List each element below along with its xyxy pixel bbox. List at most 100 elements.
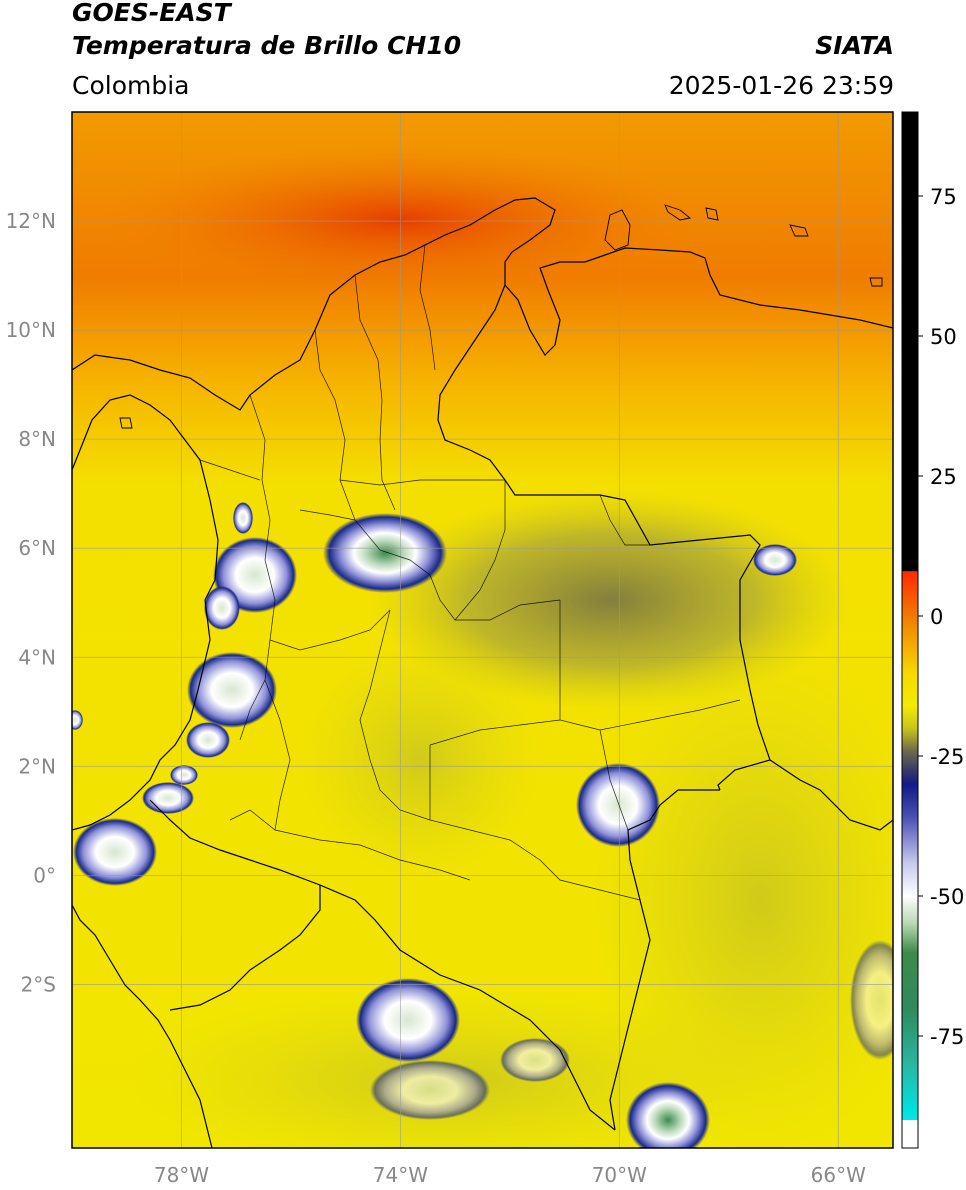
dept-border-13 — [359, 609, 431, 821]
satellite-title: GOES-EAST — [72, 0, 231, 27]
colorbar-tick-label: 75 — [930, 185, 957, 209]
island-2 — [664, 204, 692, 221]
colorbar: 75 50 25 0 -25 -50 -75 — [901, 111, 964, 1149]
dept-border-18 — [599, 494, 650, 546]
colombia-peru-ecuador-border — [149, 799, 616, 1131]
storm-cell-amazonas — [356, 978, 460, 1062]
storm-cell-ecuador — [73, 818, 157, 886]
colorbar-tick-label: -50 — [930, 885, 964, 909]
colombia-brazil-border — [609, 789, 720, 1131]
cool-region-central — [300, 640, 540, 880]
colorbar-segment — [902, 1008, 918, 1065]
lat-label: 0° — [33, 863, 56, 887]
colombia-venezuela-border — [437, 284, 771, 791]
dept-border-2 — [314, 329, 356, 521]
map-frame — [71, 111, 894, 1149]
map-area — [72, 112, 893, 1148]
colorbar-segment — [902, 1064, 918, 1110]
product-title: Temperatura de Brillo CH10 — [72, 31, 462, 60]
datetime-label: 2025-01-26 23:59 — [668, 71, 894, 100]
boundaries — [72, 197, 893, 1148]
dept-border-8 — [429, 719, 561, 746]
colorbar-segment — [902, 705, 918, 729]
storm-cell-coast — [142, 782, 194, 814]
ecuador-peru-coast — [72, 904, 213, 1148]
pacific-coastline — [72, 459, 219, 831]
dept-border-1 — [239, 394, 276, 741]
storm-band-east-edge — [850, 940, 893, 1060]
storm-cell-ocean — [72, 710, 83, 730]
dept-border-15 — [599, 729, 629, 831]
colorbar-segment — [902, 672, 918, 707]
storm-cell-venezuela — [753, 544, 797, 576]
colorbar-scale — [902, 112, 918, 1149]
department-borders — [199, 244, 741, 901]
colorbar-segment — [902, 952, 918, 1009]
island-4 — [789, 224, 809, 237]
colorbar-segment — [902, 750, 918, 768]
dept-border-3 — [354, 274, 396, 511]
dept-border-14 — [454, 480, 506, 621]
dept-border-10 — [269, 609, 391, 651]
lat-label: 8°N — [18, 427, 56, 451]
dept-border-5 — [339, 479, 505, 486]
colorbar-frame — [901, 111, 919, 1149]
island-3 — [705, 207, 719, 221]
colorbar-segment — [902, 767, 918, 785]
dept-border-12 — [229, 809, 471, 881]
dept-border-11 — [264, 679, 291, 831]
storm-cell-choco-small — [204, 586, 240, 630]
colorbar-segment — [902, 817, 918, 863]
storm-band-south-east — [500, 1038, 570, 1082]
colorbar-tick-label: 50 — [930, 325, 957, 349]
colorbar-tick-label: 25 — [930, 465, 957, 489]
colorbar-ticks: 75 50 25 0 -25 -50 -75 — [918, 185, 964, 1049]
colorbar-segment — [902, 728, 918, 751]
storm-cell-uraba — [233, 502, 253, 534]
panama-coast — [72, 394, 201, 471]
lon-label: 74°W — [373, 1163, 428, 1187]
colorbar-tick-label: -75 — [930, 1025, 964, 1049]
dept-border-17 — [199, 459, 261, 481]
lat-label: 4°N — [18, 645, 56, 669]
storm-cell-antioquia — [323, 513, 447, 593]
colorbar-segment — [902, 862, 918, 897]
colorbar-tick-label: -25 — [930, 745, 964, 769]
region-label: Colombia — [72, 71, 190, 100]
colorbar-tick-label: 0 — [930, 605, 943, 629]
venezuela-brazil-border — [769, 759, 893, 831]
island-5 — [869, 277, 883, 287]
agency-label: SIATA — [815, 31, 894, 60]
colorbar-segment — [902, 1120, 918, 1149]
colorbar-segment — [902, 112, 918, 572]
dept-border-6 — [354, 519, 561, 621]
island-1 — [604, 209, 631, 251]
storm-cell-brazil — [626, 1082, 710, 1148]
longitude-axis: 78°W 74°W 70°W 66°W — [154, 1163, 866, 1187]
islands — [119, 204, 883, 429]
colorbar-segment — [902, 1108, 918, 1121]
storm-cell-pacific-south — [186, 722, 230, 758]
lat-label: 10°N — [6, 318, 56, 342]
storm-cell-guainia — [576, 763, 660, 847]
gridlines — [72, 112, 893, 1148]
colorbar-segment — [902, 924, 918, 953]
latitude-axis: 12°N 10°N 8°N 6°N 4°N 2°N 0° 2°S — [6, 209, 56, 996]
storm-band-south — [370, 1060, 490, 1120]
lat-label: 2°N — [18, 754, 56, 778]
dept-border-9 — [429, 745, 641, 901]
dept-border-16 — [299, 509, 356, 521]
lon-label: 78°W — [154, 1163, 209, 1187]
storm-cell-pacific — [187, 652, 277, 728]
colorbar-segment — [902, 616, 918, 673]
island-6 — [119, 417, 133, 429]
lat-label: 6°N — [18, 536, 56, 560]
colorbar-segment — [902, 784, 918, 819]
lat-label: 2°S — [21, 972, 56, 996]
ecuador-peru-border — [169, 885, 321, 1011]
lon-label: 70°W — [592, 1163, 647, 1187]
dept-border-7 — [559, 600, 741, 731]
colorbar-segment — [902, 896, 918, 925]
dept-border-4 — [419, 244, 436, 371]
